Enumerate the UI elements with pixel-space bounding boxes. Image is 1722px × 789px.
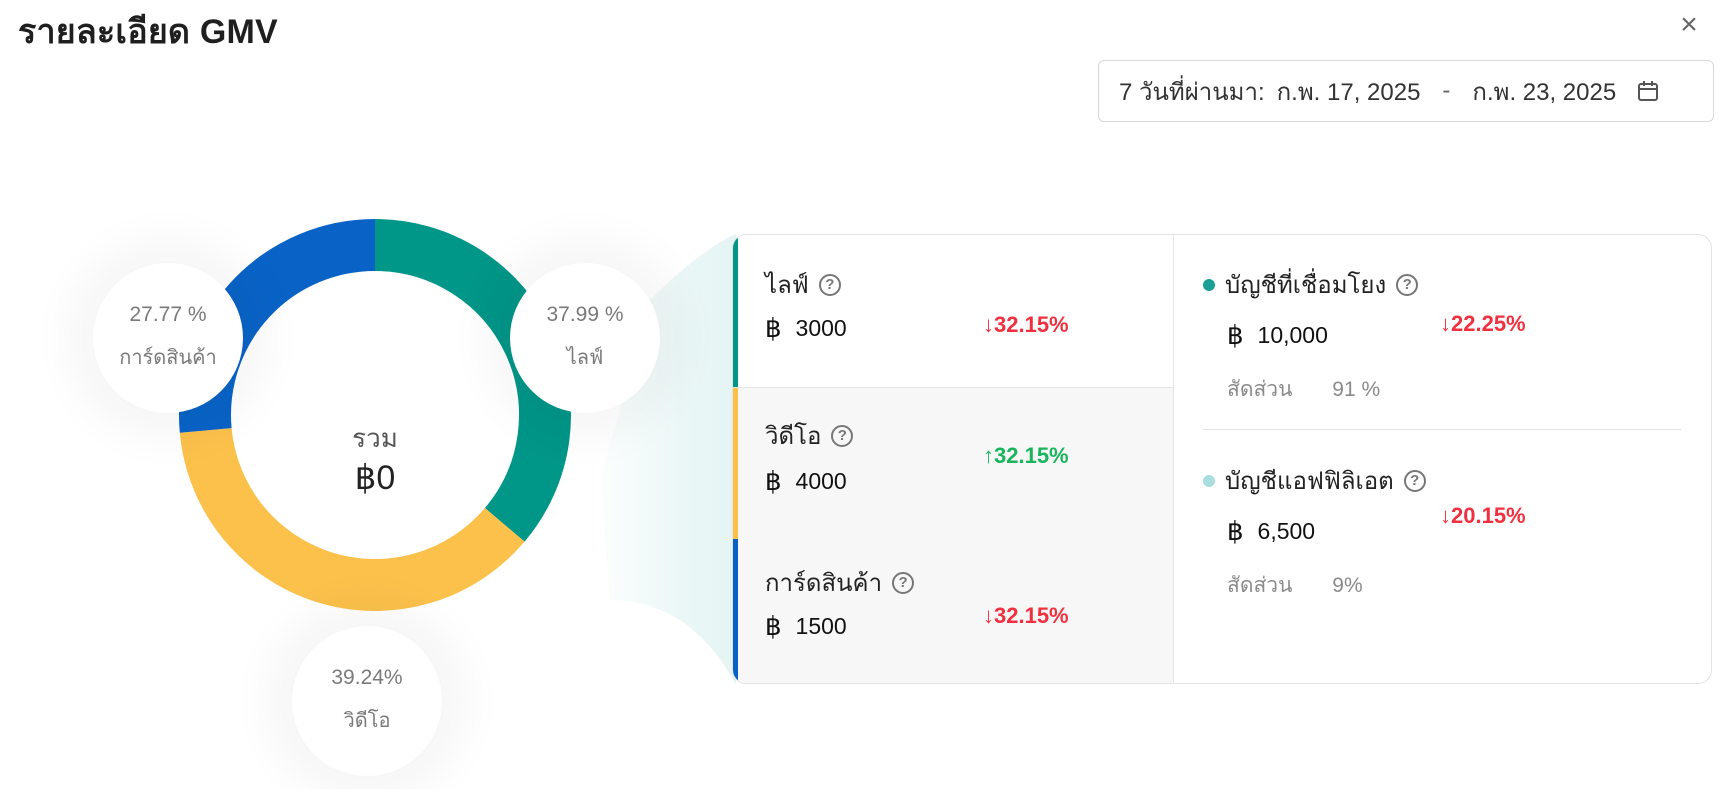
donut-label-product-card: 27.77 % การ์ดสินค้า <box>93 263 243 413</box>
help-icon[interactable]: ? <box>1403 469 1426 492</box>
account-linked: บัญชีที่เชื่อมโยง ? ฿ 10,000 ↓22.25% สัด… <box>1203 265 1683 406</box>
gmv-donut-chart: รวม ฿0 37.99 % ไลฟ์ 39.24% วิดีโอ 27.77 … <box>0 180 760 780</box>
breakdown-amount: 1500 <box>795 613 847 639</box>
segment-percent: 37.99 % <box>546 303 624 326</box>
currency-symbol: ฿ <box>1227 320 1244 350</box>
ratio-value: 9% <box>1332 574 1363 597</box>
segment-percent: 27.77 % <box>129 303 207 326</box>
account-affiliate: บัญชีแอฟฟิลิเอต ? ฿ 6,500 ↓20.15% สัดส่ว… <box>1203 461 1683 602</box>
connector-highlight <box>600 234 736 685</box>
panel-divider <box>1173 235 1174 683</box>
accounts-divider <box>1203 429 1681 430</box>
account-change: ↓20.15% <box>1440 503 1526 528</box>
breakdown-amount: 3000 <box>795 315 847 341</box>
account-change: ↓22.25% <box>1440 311 1526 336</box>
page-title: รายละเอียด GMV <box>18 13 278 51</box>
close-icon[interactable]: × <box>1680 8 1698 41</box>
date-end: ก.พ. 23, 2025 <box>1472 78 1617 106</box>
gmv-breakdown-panel: ไลฟ์ ? ฿ 3000 ↓32.15% วิดีโอ ? ฿ 4000 ↑3… <box>732 234 1712 684</box>
date-separator: - <box>1442 77 1451 104</box>
account-name: บัญชีที่เชื่อมโยง <box>1225 272 1387 299</box>
breakdown-name: การ์ดสินค้า <box>765 570 883 597</box>
donut-label-live: 37.99 % ไลฟ์ <box>510 263 660 413</box>
breakdown-change: ↓32.15% <box>983 312 1069 337</box>
segment-name: วิดีโอ <box>343 710 391 732</box>
date-start: ก.พ. 17, 2025 <box>1276 78 1421 106</box>
help-icon[interactable]: ? <box>892 571 915 594</box>
donut-center-label: รวม <box>352 423 398 453</box>
date-range-picker[interactable]: 7 วันที่ผ่านมา: ก.พ. 17, 2025 - ก.พ. 23,… <box>1098 60 1714 122</box>
ratio-label: สัดส่วน <box>1227 378 1293 401</box>
donut-segments <box>179 219 571 611</box>
currency-symbol: ฿ <box>765 313 782 343</box>
ratio-value: 91 % <box>1332 378 1381 401</box>
breakdown-change: ↑32.15% <box>983 443 1069 468</box>
segment-color-bar <box>733 539 738 683</box>
ratio-label: สัดส่วน <box>1227 574 1293 597</box>
legend-dot <box>1203 474 1215 487</box>
date-range-label: 7 วันที่ผ่านมา: <box>1119 78 1265 106</box>
currency-symbol: ฿ <box>1227 516 1244 546</box>
breakdown-change: ↓32.15% <box>983 603 1069 628</box>
calendar-icon[interactable] <box>1636 79 1660 103</box>
segment-percent: 39.24% <box>331 666 403 689</box>
segment-name: ไลฟ์ <box>566 347 604 369</box>
breakdown-row-product-card[interactable]: การ์ดสินค้า ? ฿ 1500 ↓32.15% <box>733 539 1173 683</box>
help-icon[interactable]: ? <box>831 424 854 447</box>
breakdown-row-video[interactable]: วิดีโอ ? ฿ 4000 ↑32.15% <box>733 387 1173 539</box>
segment-name: การ์ดสินค้า <box>119 347 217 369</box>
donut-segment-1[interactable] <box>179 427 525 611</box>
breakdown-name: วิดีโอ <box>765 423 822 450</box>
currency-symbol: ฿ <box>765 611 782 641</box>
segment-color-bar <box>733 388 738 539</box>
breakdown-row-live[interactable]: ไลฟ์ ? ฿ 3000 ↓32.15% <box>733 235 1173 387</box>
currency-symbol: ฿ <box>765 466 782 496</box>
account-amount: 6,500 <box>1257 518 1316 544</box>
donut-label-video: 39.24% วิดีโอ <box>292 626 442 776</box>
breakdown-name: ไลฟ์ <box>765 272 809 299</box>
breakdown-amount: 4000 <box>795 468 847 494</box>
segment-color-bar <box>733 235 738 387</box>
help-icon[interactable]: ? <box>818 273 841 296</box>
help-icon[interactable]: ? <box>1396 273 1419 296</box>
account-amount: 10,000 <box>1257 322 1328 348</box>
account-name: บัญชีแอฟฟิลิเอต <box>1225 468 1394 495</box>
donut-center-value: ฿0 <box>354 459 396 497</box>
legend-dot <box>1203 278 1215 291</box>
